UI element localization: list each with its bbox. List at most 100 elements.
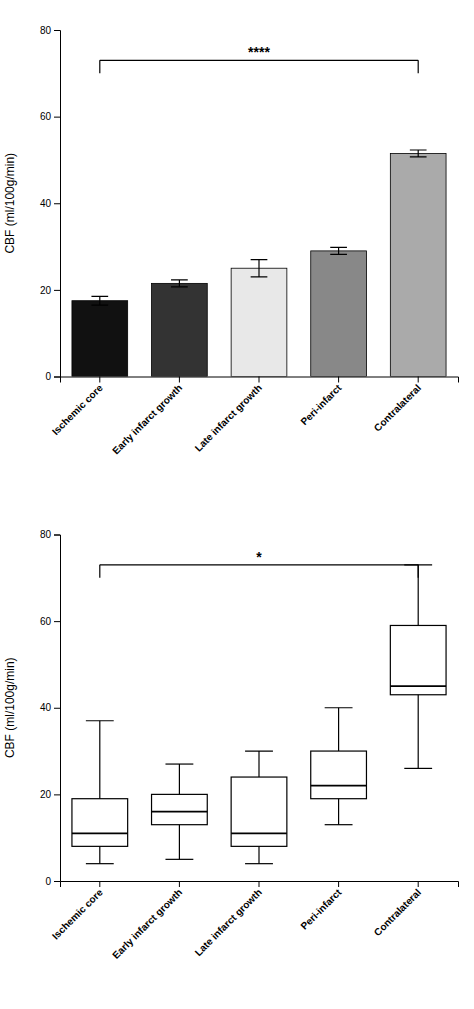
- median: [390, 685, 446, 687]
- tick-label: 20: [40, 789, 52, 800]
- significance-label: ****: [248, 44, 270, 60]
- error-bar-line: [338, 247, 339, 254]
- cap-high: [245, 750, 273, 751]
- box-plot: [152, 764, 208, 859]
- axis-title: CBF (ml/100g/min): [3, 153, 17, 254]
- whisker-high: [99, 721, 100, 799]
- tick-label: Contralateral: [372, 887, 424, 939]
- bracket-tick: [99, 565, 100, 578]
- error-bar: [330, 247, 347, 254]
- panel: 020406080Ischemic coreEarly infarct grow…: [3, 25, 459, 457]
- significance-label: *: [256, 549, 262, 565]
- whisker-high: [258, 751, 259, 777]
- bar: [231, 268, 287, 376]
- tick: Contralateral: [372, 881, 424, 938]
- whisker-low: [179, 825, 180, 860]
- panel: 0 20 40 60 80 Ischemic coreEarly infarct grow…: [3, 529, 459, 961]
- tick-label: Early infarct growth: [110, 382, 184, 456]
- tick-label: Peri-infarct: [298, 886, 344, 932]
- tick-mark: [259, 881, 260, 887]
- tick-mark: [54, 621, 60, 622]
- plot-area: 0 20 40 60 80 Ischemic coreEarly infarct grow…: [3, 529, 459, 961]
- error-bar-cap: [410, 156, 427, 157]
- error-bar-line: [258, 260, 259, 277]
- cap-low: [86, 863, 114, 864]
- cap-low: [325, 824, 353, 825]
- tick-mark: [99, 377, 100, 383]
- axis-line: [54, 31, 61, 378]
- tick-label: 60: [40, 616, 52, 627]
- tick: Peri-infarct: [298, 881, 344, 932]
- tick-mark: [54, 290, 60, 291]
- tick: 60: [40, 616, 60, 627]
- cap-high: [86, 720, 114, 721]
- x-axis: Ischemic coreEarly infarct growthLate in…: [50, 377, 459, 457]
- axis-line: [61, 882, 459, 888]
- tick-mark: [338, 377, 339, 383]
- tick: 20: [40, 285, 60, 296]
- tick-label: 80: [40, 529, 52, 540]
- tick-mark: [54, 794, 60, 795]
- error-bar-cap: [330, 254, 347, 255]
- y-axis: 020406080: [40, 25, 61, 383]
- box-plot: [72, 721, 128, 864]
- tick-label: Ischemic core: [50, 886, 105, 941]
- tick-mark: [99, 881, 100, 887]
- bar: [152, 283, 208, 376]
- whisker-high: [338, 708, 339, 751]
- tick: 40: [40, 702, 60, 713]
- tick: 20: [40, 789, 60, 800]
- tick-mark: [418, 881, 419, 887]
- tick: Early infarct growth: [110, 377, 184, 457]
- tick-mark: [418, 377, 419, 383]
- tick: 60: [40, 111, 60, 122]
- cap-low: [245, 863, 273, 864]
- tick-mark: [54, 203, 60, 204]
- tick-mark: [259, 377, 260, 383]
- tick: 0: [45, 371, 60, 382]
- plot-area: 020406080Ischemic coreEarly infarct grow…: [3, 25, 459, 457]
- tick: Peri-infarct: [298, 377, 344, 428]
- tick-label: 0: [45, 371, 51, 382]
- box: [390, 625, 446, 694]
- whisker-high: [418, 565, 419, 626]
- y-axis: 0 20 40 60 80: [40, 529, 61, 887]
- tick: 0: [45, 876, 60, 887]
- error-bar-line: [99, 296, 100, 305]
- error-bar-cap: [91, 296, 108, 297]
- tick-label: 20: [40, 285, 52, 296]
- tick-mark: [54, 30, 60, 31]
- cap-low: [165, 859, 193, 860]
- median: [231, 832, 287, 834]
- cap-high: [325, 707, 353, 708]
- tick-label: Contralateral: [372, 382, 424, 434]
- error-bar: [171, 280, 188, 287]
- bracket-tick: [99, 60, 100, 73]
- error-bar-cap: [330, 247, 347, 248]
- error-bar-cap: [251, 259, 268, 260]
- tick-label: 40: [40, 702, 52, 713]
- marks: [72, 150, 446, 377]
- median: [311, 785, 367, 787]
- tick-label: Early infarct growth: [110, 887, 184, 961]
- error-bar-cap: [171, 279, 188, 280]
- tick-mark: [54, 708, 60, 709]
- tick: Late infarct growth: [193, 881, 264, 958]
- tick: 80: [40, 529, 60, 540]
- axis-line: [61, 377, 459, 383]
- error-bar: [91, 296, 108, 305]
- whisker-low: [99, 846, 100, 863]
- bar: [72, 301, 128, 377]
- axis-title: CBF (ml/100g/min): [3, 657, 17, 758]
- tick: Late infarct growth: [193, 377, 264, 454]
- whisker-low: [258, 846, 259, 863]
- figure: 020406080Ischemic coreEarly infarct grow…: [0, 0, 474, 1009]
- tick-label: 40: [40, 198, 52, 209]
- tick-label: Peri-infarct: [298, 382, 344, 428]
- box: [311, 751, 367, 799]
- tick: Contralateral: [372, 377, 424, 434]
- error-bar-cap: [91, 304, 108, 305]
- bracket-tick: [418, 60, 419, 73]
- tick: 40: [40, 198, 60, 209]
- axis-line: [54, 535, 61, 882]
